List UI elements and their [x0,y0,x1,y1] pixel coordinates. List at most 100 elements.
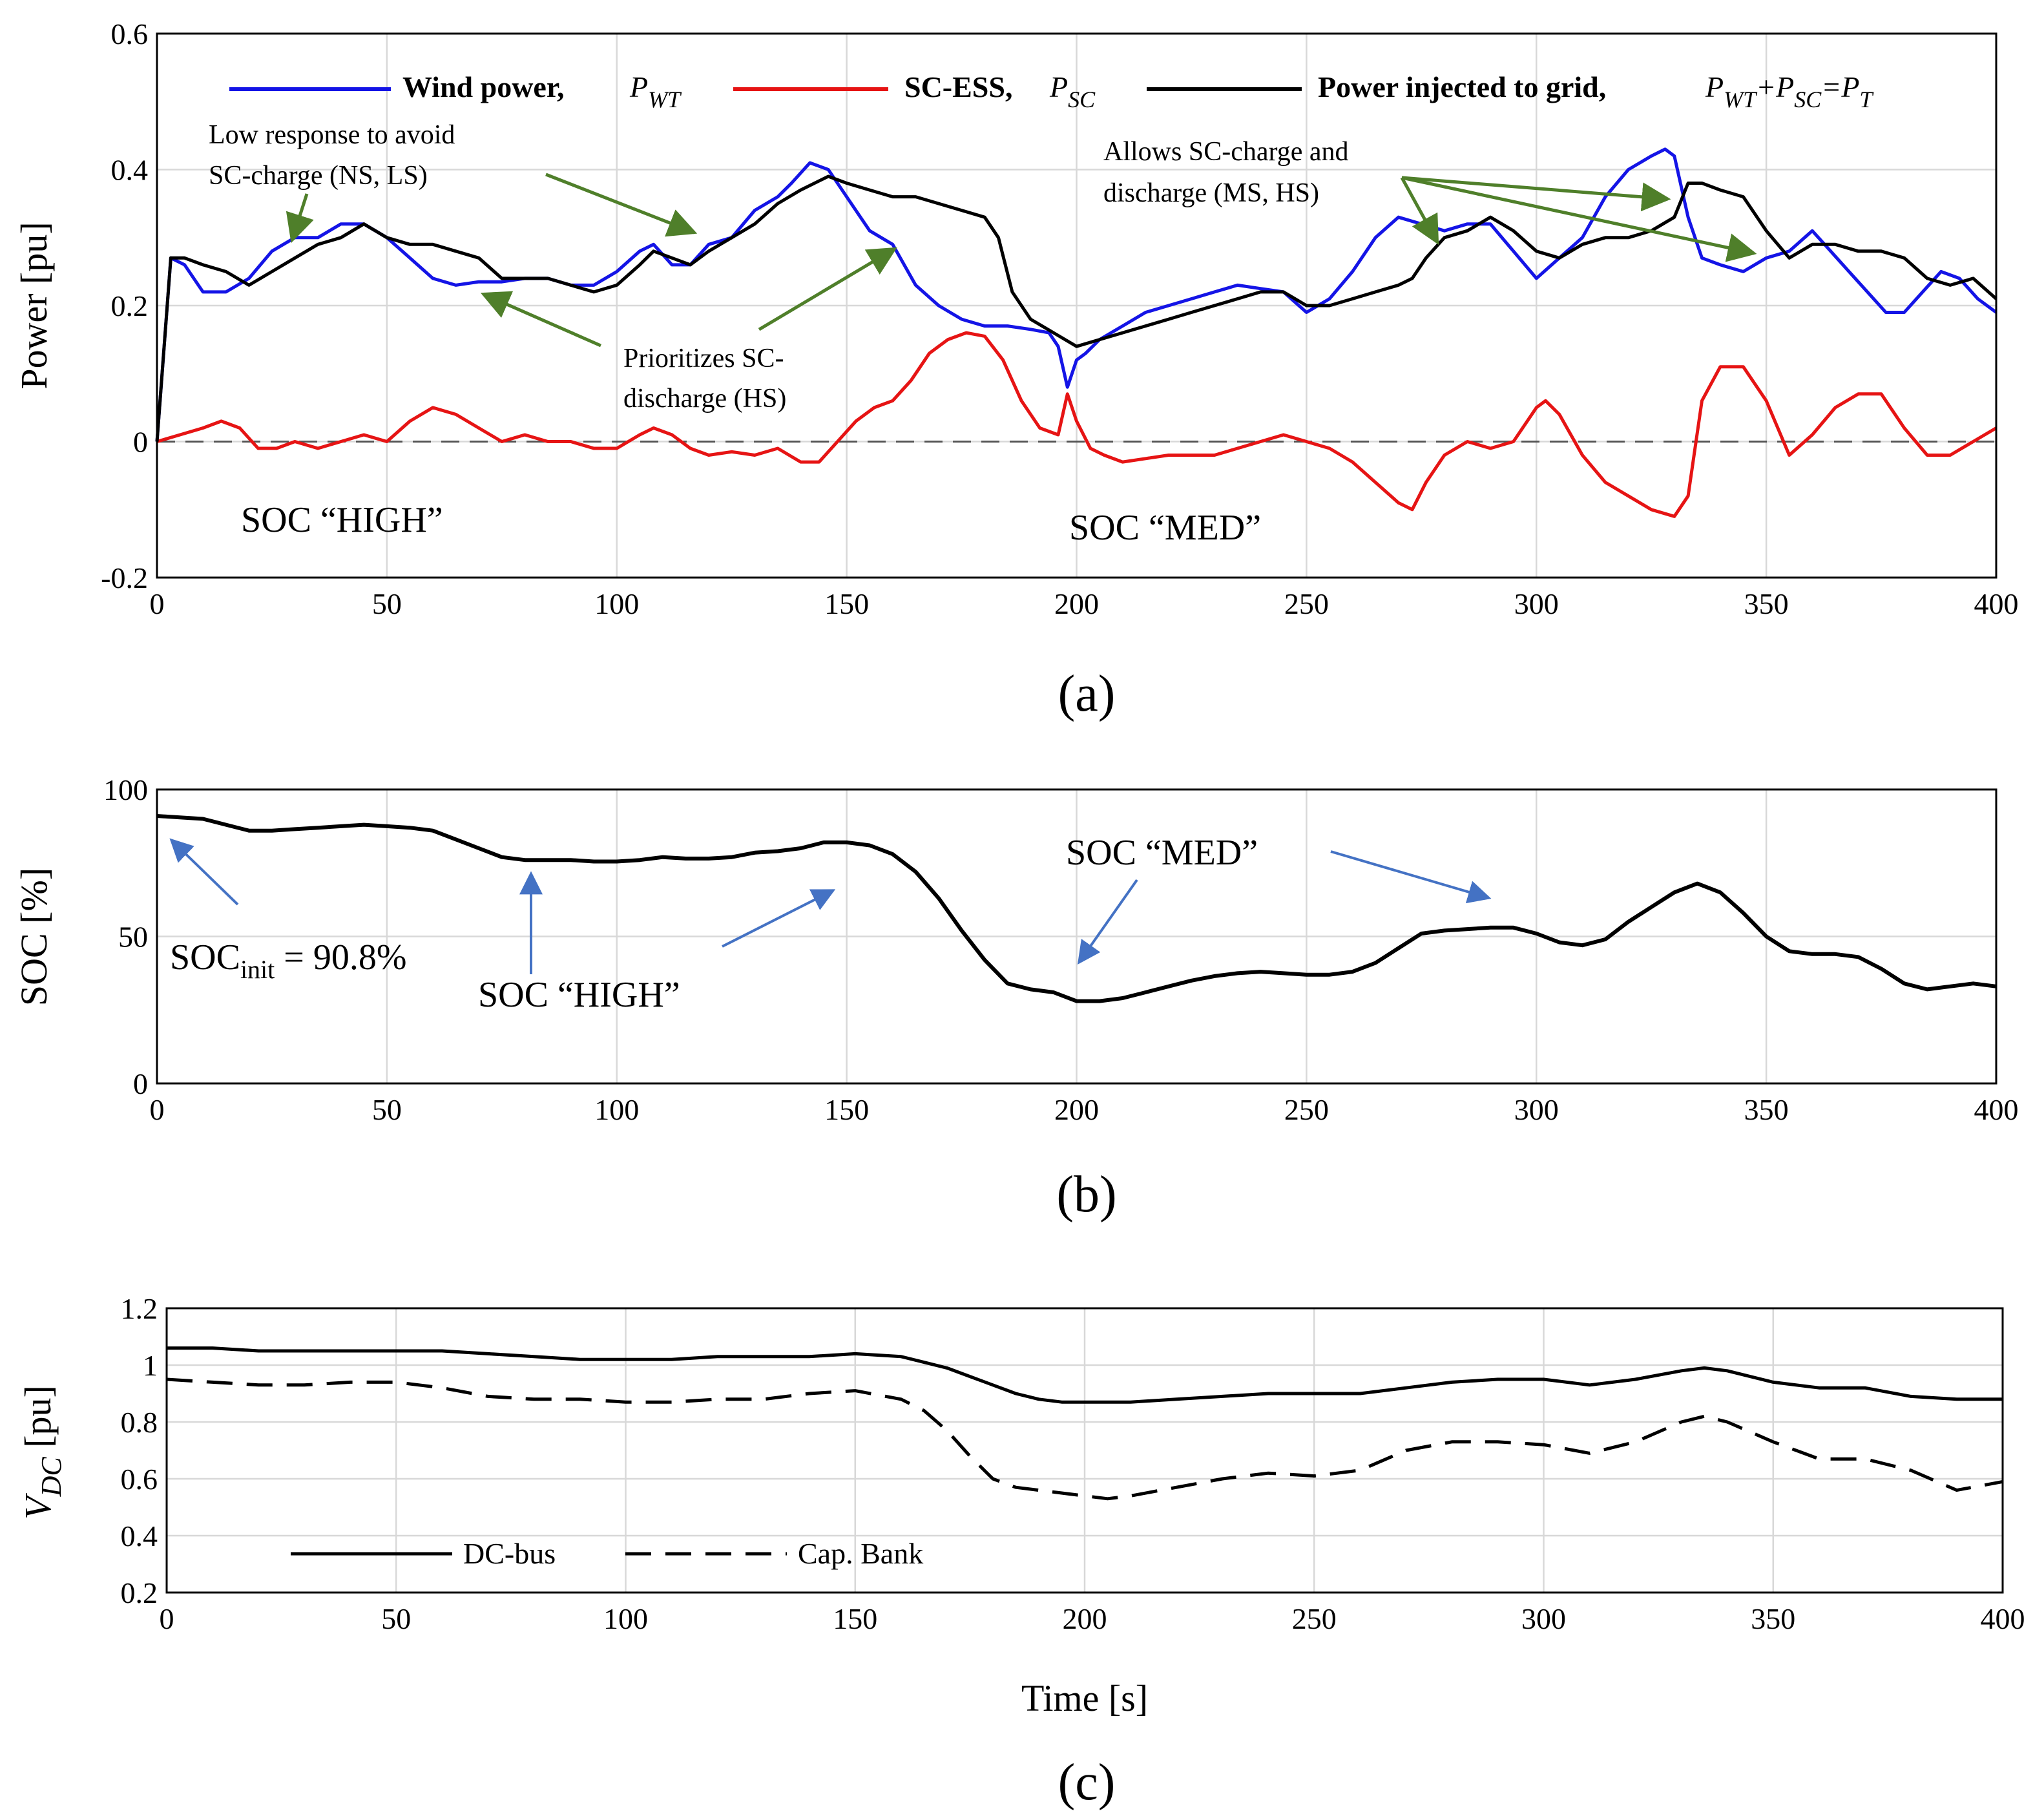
legend-total-eq: PWT+PSC=PT [1705,70,1874,112]
x-tick-label: 50 [372,587,402,620]
annot-allows-1: Allows SC-charge and [1103,137,1349,167]
x-tick-label: 100 [594,587,639,620]
y-tick-label: 0.8 [121,1406,158,1439]
legend-dcbus-label: DC-bus [463,1537,556,1570]
y-tick-label: 100 [103,773,148,806]
y-tick-label: 1 [143,1349,158,1382]
panel-c-caption: (c) [1058,1754,1116,1811]
arrow-low-response-b [545,172,698,237]
annot-soc-high-a: SOC “HIGH” [241,500,443,540]
y-tick-label: 0 [133,1067,148,1100]
panel-c-series [166,1346,2003,1501]
annot-low-response-2: SC-charge (NS, LS) [209,161,428,191]
series-power-injected [155,174,1997,442]
series-dc-bus [167,1346,2003,1404]
panel-a-y-ticks: -0.2 0 0.2 0.4 0.6 [101,17,148,594]
arrow-soc-med-b [1330,850,1492,904]
panel-a-caption: (a) [1058,665,1116,722]
panel-c-frame [165,1307,2004,1594]
series-soc [156,814,1997,1003]
panel-c-x-ticks: 0 50 100 150 200 250 300 350 400 [160,1602,2025,1635]
y-tick-label: 1.2 [121,1292,158,1325]
panel-b-y-ticks: 0 50 100 [103,773,148,1100]
x-tick-label: 100 [594,1093,639,1126]
x-tick-label: 300 [1514,1093,1559,1126]
x-tick-label: 150 [824,587,869,620]
x-tick-label: 300 [1521,1602,1566,1635]
y-tick-label: 0.2 [121,1576,158,1609]
panel-c-ylabel: VDC [pu] [17,1385,67,1520]
arrow-soc-high-b [722,889,836,948]
panel-a-grid [156,32,1997,579]
annot-soc-init: SOCinit = 90.8% [170,937,407,984]
arrow-low-response-a [286,193,314,244]
y-tick-label: 0.6 [121,1463,158,1496]
arrow-allows-b [1401,176,1671,212]
arrow-allows-c [1401,176,1757,262]
panel-a: 0 50 100 150 200 250 300 350 400 -0.200.20.40.6 … [13,17,2019,722]
series-sc-ess [156,331,1997,518]
panel-c-legend: DC-bus Cap. Bank [291,1537,923,1570]
y-tick-label: 0.6 [111,17,149,50]
x-tick-label: 200 [1054,587,1099,620]
x-tick-label: 0 [160,1602,174,1635]
annot-prioritizes-2: discharge (HS) [623,384,786,413]
x-tick-label: 200 [1063,1602,1107,1635]
x-tick-label: 0 [150,587,165,620]
series-cap-bank [166,1377,2003,1501]
x-tick-label: 200 [1054,1093,1099,1126]
legend-wind-sym: PWT [629,70,682,112]
panel-b-frame [156,788,1997,1085]
x-tick-label: 250 [1284,587,1329,620]
arrow-soc-med-a [1077,879,1138,965]
x-tick-label: 50 [381,1602,411,1635]
panel-b-caption: (b) [1056,1166,1116,1223]
arrow-prioritizes-b [758,247,897,331]
annot-soc-med-b: SOC “MED” [1066,833,1258,873]
panel-b-x-ticks: 0 50 100 150 200 250 300 350 400 [150,1093,2019,1126]
panel-c: 0 50 100 150 200 250 300 350 400 0.2 0.4 0.6 0.8 1 1.… [17,1292,2025,1811]
annot-allows-2: discharge (MS, HS) [1103,178,1319,208]
legend-wind-label: Wind power, [402,70,565,103]
x-tick-label: 350 [1744,1093,1789,1126]
panel-a-ylabel: Power [pu] [13,222,55,389]
panel-b-annotation-arrows [169,838,1492,974]
annot-soc-high-b: SOC “HIGH” [478,975,680,1015]
x-tick-label: 250 [1284,1093,1329,1126]
series-wind-power [155,147,1997,442]
panel-a-annotation-arrows [286,172,1757,348]
x-tick-label: 100 [603,1602,648,1635]
legend-sc-label: SC-ESS, [904,70,1012,103]
y-tick-label: 50 [118,921,148,954]
y-tick-label: 0.4 [111,154,149,187]
x-tick-label: 250 [1292,1602,1337,1635]
arrow-allows-a [1400,176,1439,245]
x-tick-label: 300 [1514,587,1559,620]
x-tick-label: 400 [1974,587,2019,620]
arrow-prioritizes-a [480,291,602,348]
panel-a-series [155,147,1997,518]
panel-b-ylabel: SOC [%] [13,868,55,1006]
x-tick-label: 350 [1751,1602,1795,1635]
annot-soc-med-a: SOC “MED” [1069,508,1261,548]
x-tick-label: 0 [150,1093,165,1126]
y-tick-label: -0.2 [101,561,148,594]
panel-c-xlabel: Time [s] [1021,1677,1148,1719]
arrow-soc-init [169,838,239,906]
panel-a-legend: Wind power, PWT SC-ESS, PSC Power inject… [229,70,1874,112]
y-tick-label: 0.4 [121,1520,158,1552]
legend-capbank-label: Cap. Bank [798,1537,923,1570]
panel-a-x-ticks: 0 50 100 150 200 250 300 350 400 [150,587,2019,620]
annot-low-response-1: Low response to avoid [209,120,455,150]
annot-prioritizes-1: Prioritizes SC- [623,344,784,373]
panel-c-y-ticks: 0.2 0.4 0.6 0.8 1 1.2 [121,1292,158,1609]
legend-sc-sym: PSC [1049,70,1096,112]
x-tick-label: 350 [1744,587,1789,620]
legend-total-label: Power injected to grid, [1318,70,1606,103]
x-tick-label: 50 [372,1093,402,1126]
x-tick-label: 400 [1974,1093,2019,1126]
y-tick-label: 0.2 [111,289,149,322]
panel-b-series [156,814,1997,1003]
